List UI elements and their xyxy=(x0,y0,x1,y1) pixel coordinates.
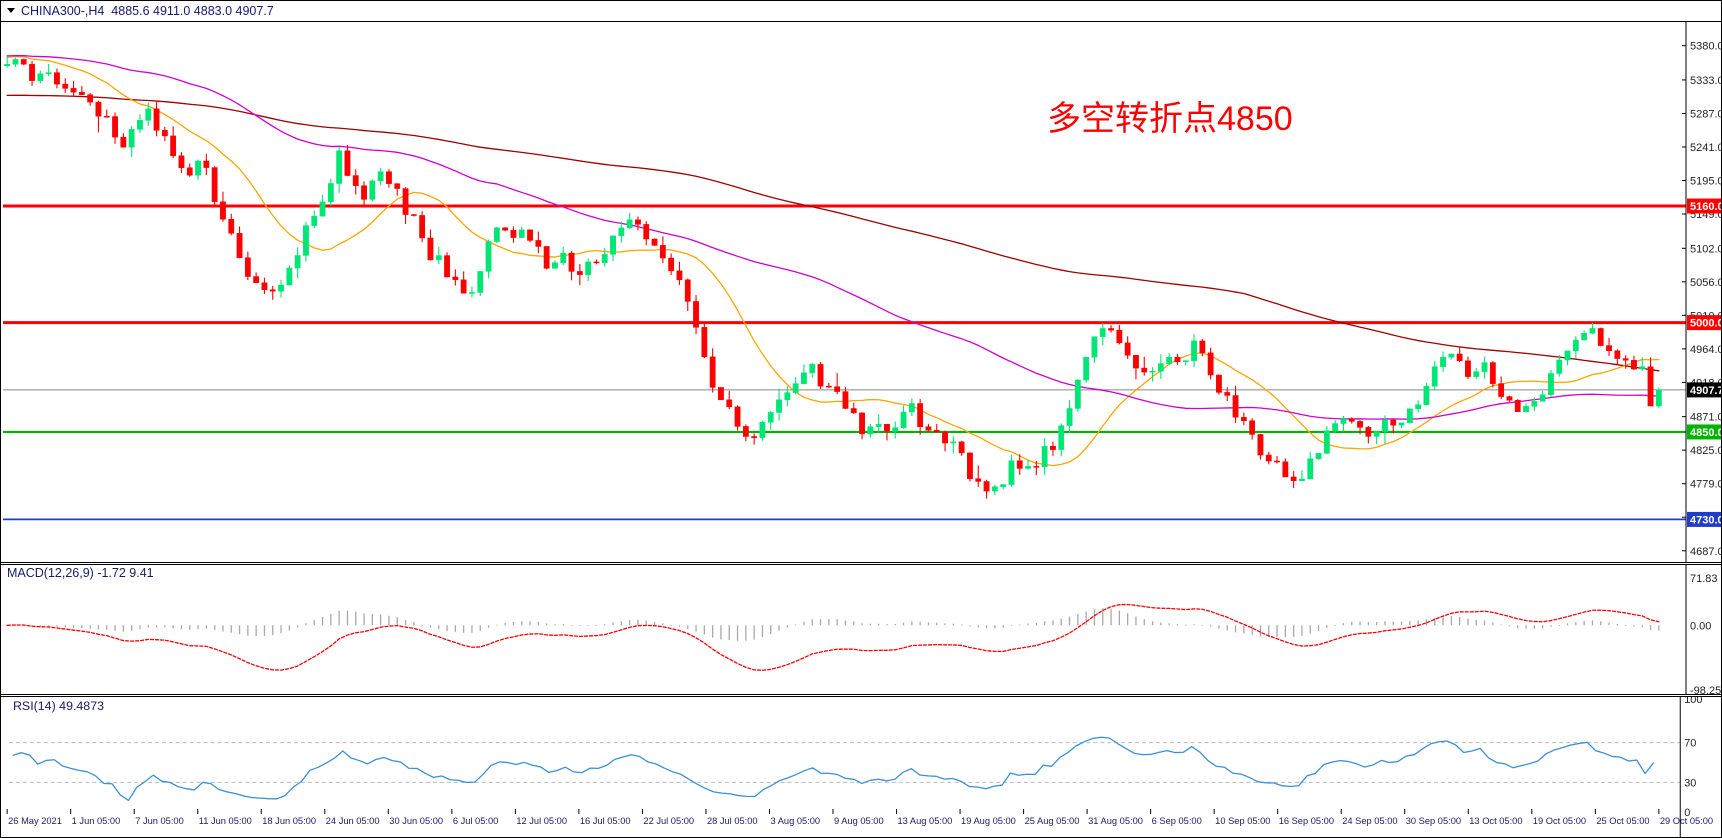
svg-text:19 Aug 05:00: 19 Aug 05:00 xyxy=(961,816,1016,826)
svg-text:9 Aug 05:00: 9 Aug 05:00 xyxy=(834,816,884,826)
svg-text:4871.0: 4871.0 xyxy=(1690,412,1722,424)
svg-text:30: 30 xyxy=(1684,777,1696,789)
svg-text:13 Aug 05:00: 13 Aug 05:00 xyxy=(898,816,953,826)
svg-text:5102.0: 5102.0 xyxy=(1690,243,1722,255)
svg-text:5000.0: 5000.0 xyxy=(1690,318,1722,330)
svg-text:25 Oct 05:00: 25 Oct 05:00 xyxy=(1596,816,1649,826)
svg-text:4964.0: 4964.0 xyxy=(1690,344,1722,356)
svg-text:22 Jul 05:00: 22 Jul 05:00 xyxy=(643,816,694,826)
svg-text:1 Jun 05:00: 1 Jun 05:00 xyxy=(72,816,121,826)
svg-text:3 Aug 05:00: 3 Aug 05:00 xyxy=(770,816,820,826)
svg-text:10 Sep 05:00: 10 Sep 05:00 xyxy=(1215,816,1270,826)
svg-text:5241.0: 5241.0 xyxy=(1690,142,1722,154)
svg-text:5195.0: 5195.0 xyxy=(1690,176,1722,188)
svg-text:26 May 2021: 26 May 2021 xyxy=(8,816,62,826)
svg-text:71.83: 71.83 xyxy=(1690,573,1718,585)
svg-text:多空转折点4850: 多空转折点4850 xyxy=(1047,100,1293,138)
svg-text:31 Aug 05:00: 31 Aug 05:00 xyxy=(1088,816,1143,826)
svg-text:MACD(12,26,9) -1.72 9.41: MACD(12,26,9) -1.72 9.41 xyxy=(7,566,154,580)
svg-text:24 Sep 05:00: 24 Sep 05:00 xyxy=(1342,816,1397,826)
svg-text:25 Aug 05:00: 25 Aug 05:00 xyxy=(1025,816,1080,826)
svg-text:4907.7: 4907.7 xyxy=(1690,385,1722,397)
svg-text:28 Jul 05:00: 28 Jul 05:00 xyxy=(707,816,758,826)
svg-text:30 Jun 05:00: 30 Jun 05:00 xyxy=(389,816,443,826)
svg-text:7 Jun 05:00: 7 Jun 05:00 xyxy=(135,816,184,826)
svg-text:4687.0: 4687.0 xyxy=(1690,546,1722,558)
svg-text:0.00: 0.00 xyxy=(1690,620,1711,632)
svg-text:29 Oct 05:00: 29 Oct 05:00 xyxy=(1660,816,1713,826)
svg-text:6 Jul 05:00: 6 Jul 05:00 xyxy=(453,816,499,826)
svg-text:30 Sep 05:00: 30 Sep 05:00 xyxy=(1406,816,1461,826)
svg-text:-98.25: -98.25 xyxy=(1690,685,1721,694)
svg-text:100: 100 xyxy=(1684,696,1702,706)
svg-text:16 Sep 05:00: 16 Sep 05:00 xyxy=(1279,816,1334,826)
svg-text:12 Jul 05:00: 12 Jul 05:00 xyxy=(516,816,567,826)
svg-text:5056.0: 5056.0 xyxy=(1690,277,1722,289)
svg-text:13 Oct 05:00: 13 Oct 05:00 xyxy=(1469,816,1522,826)
svg-text:6 Sep 05:00: 6 Sep 05:00 xyxy=(1152,816,1202,826)
svg-text:16 Jul 05:00: 16 Jul 05:00 xyxy=(580,816,631,826)
svg-text:5380.0: 5380.0 xyxy=(1690,41,1722,53)
svg-text:5287.0: 5287.0 xyxy=(1690,108,1722,120)
svg-text:18 Jun 05:00: 18 Jun 05:00 xyxy=(262,816,316,826)
svg-text:5333.0: 5333.0 xyxy=(1690,75,1722,87)
svg-text:4730.0: 4730.0 xyxy=(1690,514,1722,526)
svg-text:4825.0: 4825.0 xyxy=(1690,445,1722,457)
svg-text:70: 70 xyxy=(1684,738,1696,750)
svg-text:4850.0: 4850.0 xyxy=(1690,427,1722,439)
svg-text:24 Jun 05:00: 24 Jun 05:00 xyxy=(326,816,380,826)
svg-text:4779.0: 4779.0 xyxy=(1690,479,1722,491)
svg-text:RSI(14) 49.4873: RSI(14) 49.4873 xyxy=(13,699,104,713)
svg-text:19 Oct 05:00: 19 Oct 05:00 xyxy=(1533,816,1586,826)
svg-text:5160.0: 5160.0 xyxy=(1690,201,1722,213)
svg-text:11 Jun 05:00: 11 Jun 05:00 xyxy=(199,816,252,826)
